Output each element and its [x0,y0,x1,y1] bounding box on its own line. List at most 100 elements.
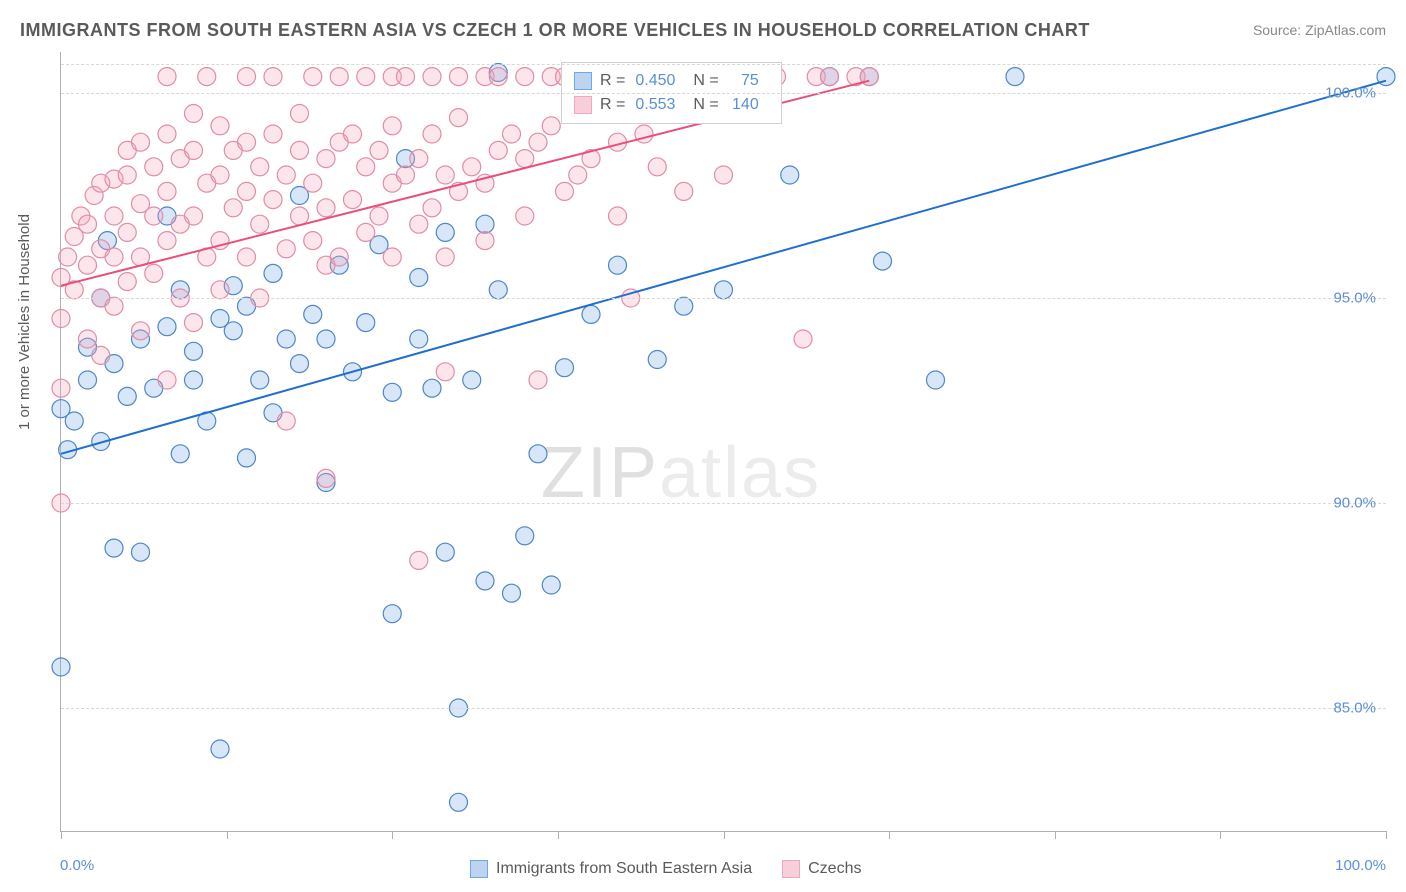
data-point [251,158,269,176]
data-point [357,68,375,86]
data-point [317,330,335,348]
data-point [79,371,97,389]
data-point [79,256,97,274]
data-point [291,355,309,373]
data-point [158,68,176,86]
data-point [158,318,176,336]
y-tick-label: 95.0% [1333,290,1376,307]
data-point [185,371,203,389]
data-point [132,543,150,561]
data-point [436,166,454,184]
data-point [383,605,401,623]
data-point [317,150,335,168]
data-point [503,584,521,602]
swatch-pink [782,860,800,878]
data-point [198,68,216,86]
data-point [436,543,454,561]
series-legend: Immigrants from South Eastern Asia Czech… [470,860,861,878]
data-point [516,150,534,168]
data-point [542,117,560,135]
data-point [185,207,203,225]
data-point [410,215,428,233]
data-point [542,576,560,594]
data-point [291,207,309,225]
data-point [410,150,428,168]
data-point [238,248,256,266]
swatch-blue [470,860,488,878]
data-point [609,256,627,274]
data-point [609,207,627,225]
y-tick-label: 100.0% [1325,85,1376,102]
data-point [238,182,256,200]
data-point [105,539,123,557]
data-point [211,740,229,758]
data-point [291,141,309,159]
data-point [304,174,322,192]
data-point [516,207,534,225]
data-point [145,158,163,176]
data-point [927,371,945,389]
data-point [556,182,574,200]
data-point [317,469,335,487]
data-point [529,133,547,151]
data-point [436,363,454,381]
data-point [569,166,587,184]
data-point [185,342,203,360]
data-point [79,330,97,348]
data-point [397,68,415,86]
data-point [277,330,295,348]
data-point [277,240,295,258]
data-point [132,322,150,340]
data-point [397,166,415,184]
data-point [118,273,136,291]
y-tick-label: 85.0% [1333,700,1376,717]
data-point [436,248,454,266]
data-point [59,248,77,266]
data-point [450,109,468,127]
plot-area: ZIPatlas R = 0.450 N = 75 R = 0.553 N = … [60,52,1386,832]
data-point [383,117,401,135]
data-point [489,281,507,299]
data-point [489,141,507,159]
data-point [317,199,335,217]
swatch-pink [574,96,592,114]
legend-label: Immigrants from South Eastern Asia [496,860,752,878]
data-point [158,371,176,389]
data-point [675,297,693,315]
data-point [171,445,189,463]
data-point [715,281,733,299]
data-point [476,215,494,233]
stats-row-blue: R = 0.450 N = 75 [574,69,769,93]
data-point [648,158,666,176]
data-point [238,449,256,467]
data-point [238,133,256,151]
x-min-label: 0.0% [60,857,94,874]
data-point [370,141,388,159]
data-point [132,133,150,151]
scatter-svg [61,52,1386,831]
data-point [1006,68,1024,86]
data-point [370,207,388,225]
legend-item-pink: Czechs [782,860,861,878]
data-point [794,330,812,348]
data-point [357,158,375,176]
data-point [556,359,574,377]
data-point [251,215,269,233]
y-axis-label: 1 or more Vehicles in Household [16,214,33,430]
data-point [304,232,322,250]
data-point [357,314,375,332]
x-max-label: 100.0% [1335,857,1386,874]
data-point [185,141,203,159]
data-point [264,264,282,282]
data-point [158,182,176,200]
data-point [52,658,70,676]
data-point [423,379,441,397]
data-point [516,68,534,86]
data-point [211,281,229,299]
data-point [118,387,136,405]
data-point [344,191,362,209]
data-point [330,248,348,266]
data-point [675,182,693,200]
data-point [224,322,242,340]
data-point [105,297,123,315]
